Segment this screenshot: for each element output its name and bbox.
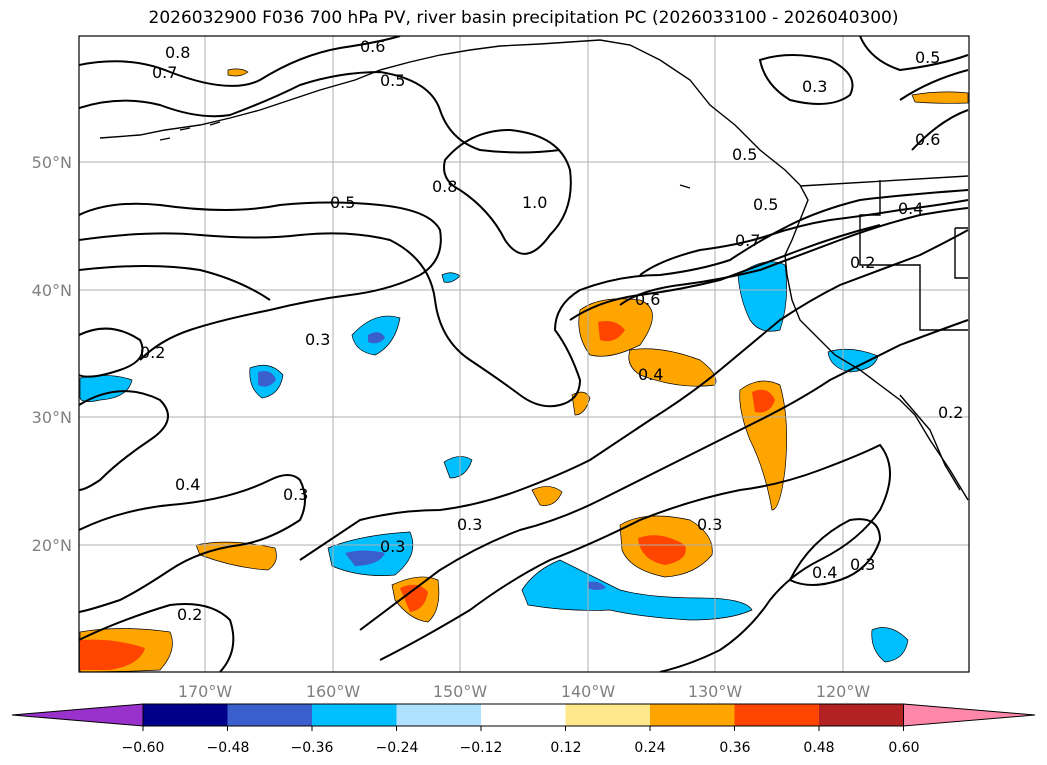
contour-label: 0.2 — [177, 605, 202, 624]
warm-core — [400, 584, 428, 612]
warm-core — [752, 389, 775, 413]
cool-core — [345, 550, 385, 566]
colorbar-cell — [819, 704, 904, 726]
colorbar-cell — [312, 704, 397, 726]
warm-anomaly — [571, 391, 591, 416]
colorbar-ticks: −0.60 −0.48 −0.36 −0.24 −0.12 0.12 0.24 … — [122, 740, 920, 756]
contour-label: 0.5 — [380, 71, 405, 90]
warm-anomaly — [911, 91, 969, 104]
colorbar-cell — [143, 704, 228, 726]
colorbar-cell — [650, 704, 735, 726]
contour-label: 0.3 — [283, 485, 308, 504]
latitude-labels: 50°N 40°N 30°N 20°N — [32, 153, 72, 555]
colorbar-cell — [396, 704, 482, 726]
contour-label: 0.6 — [915, 130, 940, 149]
pv-contours — [79, 36, 969, 672]
lon-label: 120°W — [816, 682, 871, 701]
lat-label: 40°N — [32, 281, 72, 300]
colorbar-tick-label: −0.36 — [291, 740, 334, 756]
contour-label: 0.5 — [915, 48, 940, 67]
map-title: 2026032900 F036 700 hPa PV, river basin … — [148, 8, 899, 28]
contour-label: 0.7 — [735, 231, 760, 250]
warm-core — [80, 639, 145, 670]
contour-label: 0.8 — [165, 43, 190, 62]
lon-label: 140°W — [561, 682, 616, 701]
colorbar: −0.60 −0.48 −0.36 −0.24 −0.12 0.12 0.24 … — [11, 703, 1036, 756]
colorbar-extend-max — [903, 703, 1036, 727]
lon-label: 150°W — [433, 682, 488, 701]
colorbar-tick-label: 0.48 — [803, 740, 834, 756]
contour-label: 0.5 — [753, 195, 778, 214]
warm-core — [638, 535, 686, 565]
contour-label: 0.3 — [697, 515, 722, 534]
contour-label: 0.5 — [732, 145, 757, 164]
warm-anomaly — [531, 486, 563, 506]
lat-label: 30°N — [32, 408, 72, 427]
lon-label: 130°W — [688, 682, 743, 701]
coastlines — [99, 39, 969, 501]
contour-label: 1.0 — [522, 193, 547, 212]
colorbar-tick-label: 0.24 — [634, 740, 665, 756]
colorbar-tick-label: 0.12 — [550, 740, 581, 756]
gridlines — [79, 36, 969, 672]
contour-label: 0.2 — [850, 253, 875, 272]
cool-core — [588, 581, 606, 590]
colorbar-tick-label: −0.24 — [376, 740, 419, 756]
contour-label: 0.5 — [330, 193, 355, 212]
contour-label: 0.3 — [457, 515, 482, 534]
colorbar-cell — [227, 704, 313, 726]
colorbar-tick-label: 0.60 — [888, 740, 919, 756]
contour-label: 0.4 — [175, 475, 200, 494]
colorbar-tick-label: −0.60 — [122, 740, 165, 756]
cool-core — [368, 332, 385, 344]
contour-label: 0.3 — [305, 330, 330, 349]
colorbar-tick-label: −0.48 — [207, 740, 250, 756]
contour-labels: 0.8 0.7 0.6 0.5 0.3 0.8 1.0 0.5 0.5 0.7 … — [140, 37, 963, 624]
contour-label: 0.7 — [152, 63, 177, 82]
cool-anomaly — [871, 627, 909, 663]
colorbar-extend-min — [11, 703, 144, 727]
cool-anomaly — [521, 559, 753, 621]
contour-label: 0.6 — [360, 37, 385, 56]
contour-label: 0.3 — [802, 77, 827, 96]
map-frame — [78, 35, 970, 673]
map-panel: 0.8 0.7 0.6 0.5 0.3 0.8 1.0 0.5 0.5 0.7 … — [79, 36, 969, 672]
colorbar-cells — [11, 703, 1036, 731]
warm-core — [598, 321, 625, 342]
colorbar-cell — [565, 704, 651, 726]
lat-label: 20°N — [32, 536, 72, 555]
colorbar-cell — [734, 704, 820, 726]
contour-label: 0.3 — [380, 537, 405, 556]
longitude-labels: 170°W 160°W 150°W 140°W 130°W 120°W — [178, 682, 871, 701]
colorbar-cell — [481, 704, 566, 726]
contour-label: 0.3 — [850, 555, 875, 574]
cool-anomaly — [443, 456, 473, 479]
lat-label: 50°N — [32, 153, 72, 172]
colorbar-tick-label: 0.36 — [719, 740, 750, 756]
warm-anomaly — [227, 68, 249, 77]
contour-label: 0.4 — [638, 365, 663, 384]
cool-anomaly — [737, 261, 788, 332]
cool-core — [258, 371, 276, 387]
contour-label: 0.4 — [812, 563, 837, 582]
cool-anomaly — [827, 348, 879, 373]
lon-label: 170°W — [178, 682, 233, 701]
colorbar-frame — [142, 703, 904, 727]
contour-label: 0.8 — [432, 177, 457, 196]
lon-label: 160°W — [306, 682, 361, 701]
contour-label: 0.4 — [898, 199, 923, 218]
contour-label: 0.6 — [635, 290, 660, 309]
contour-label: 0.2 — [140, 343, 165, 362]
contour-label: 0.2 — [938, 403, 963, 422]
colorbar-tick-label: −0.12 — [460, 740, 503, 756]
